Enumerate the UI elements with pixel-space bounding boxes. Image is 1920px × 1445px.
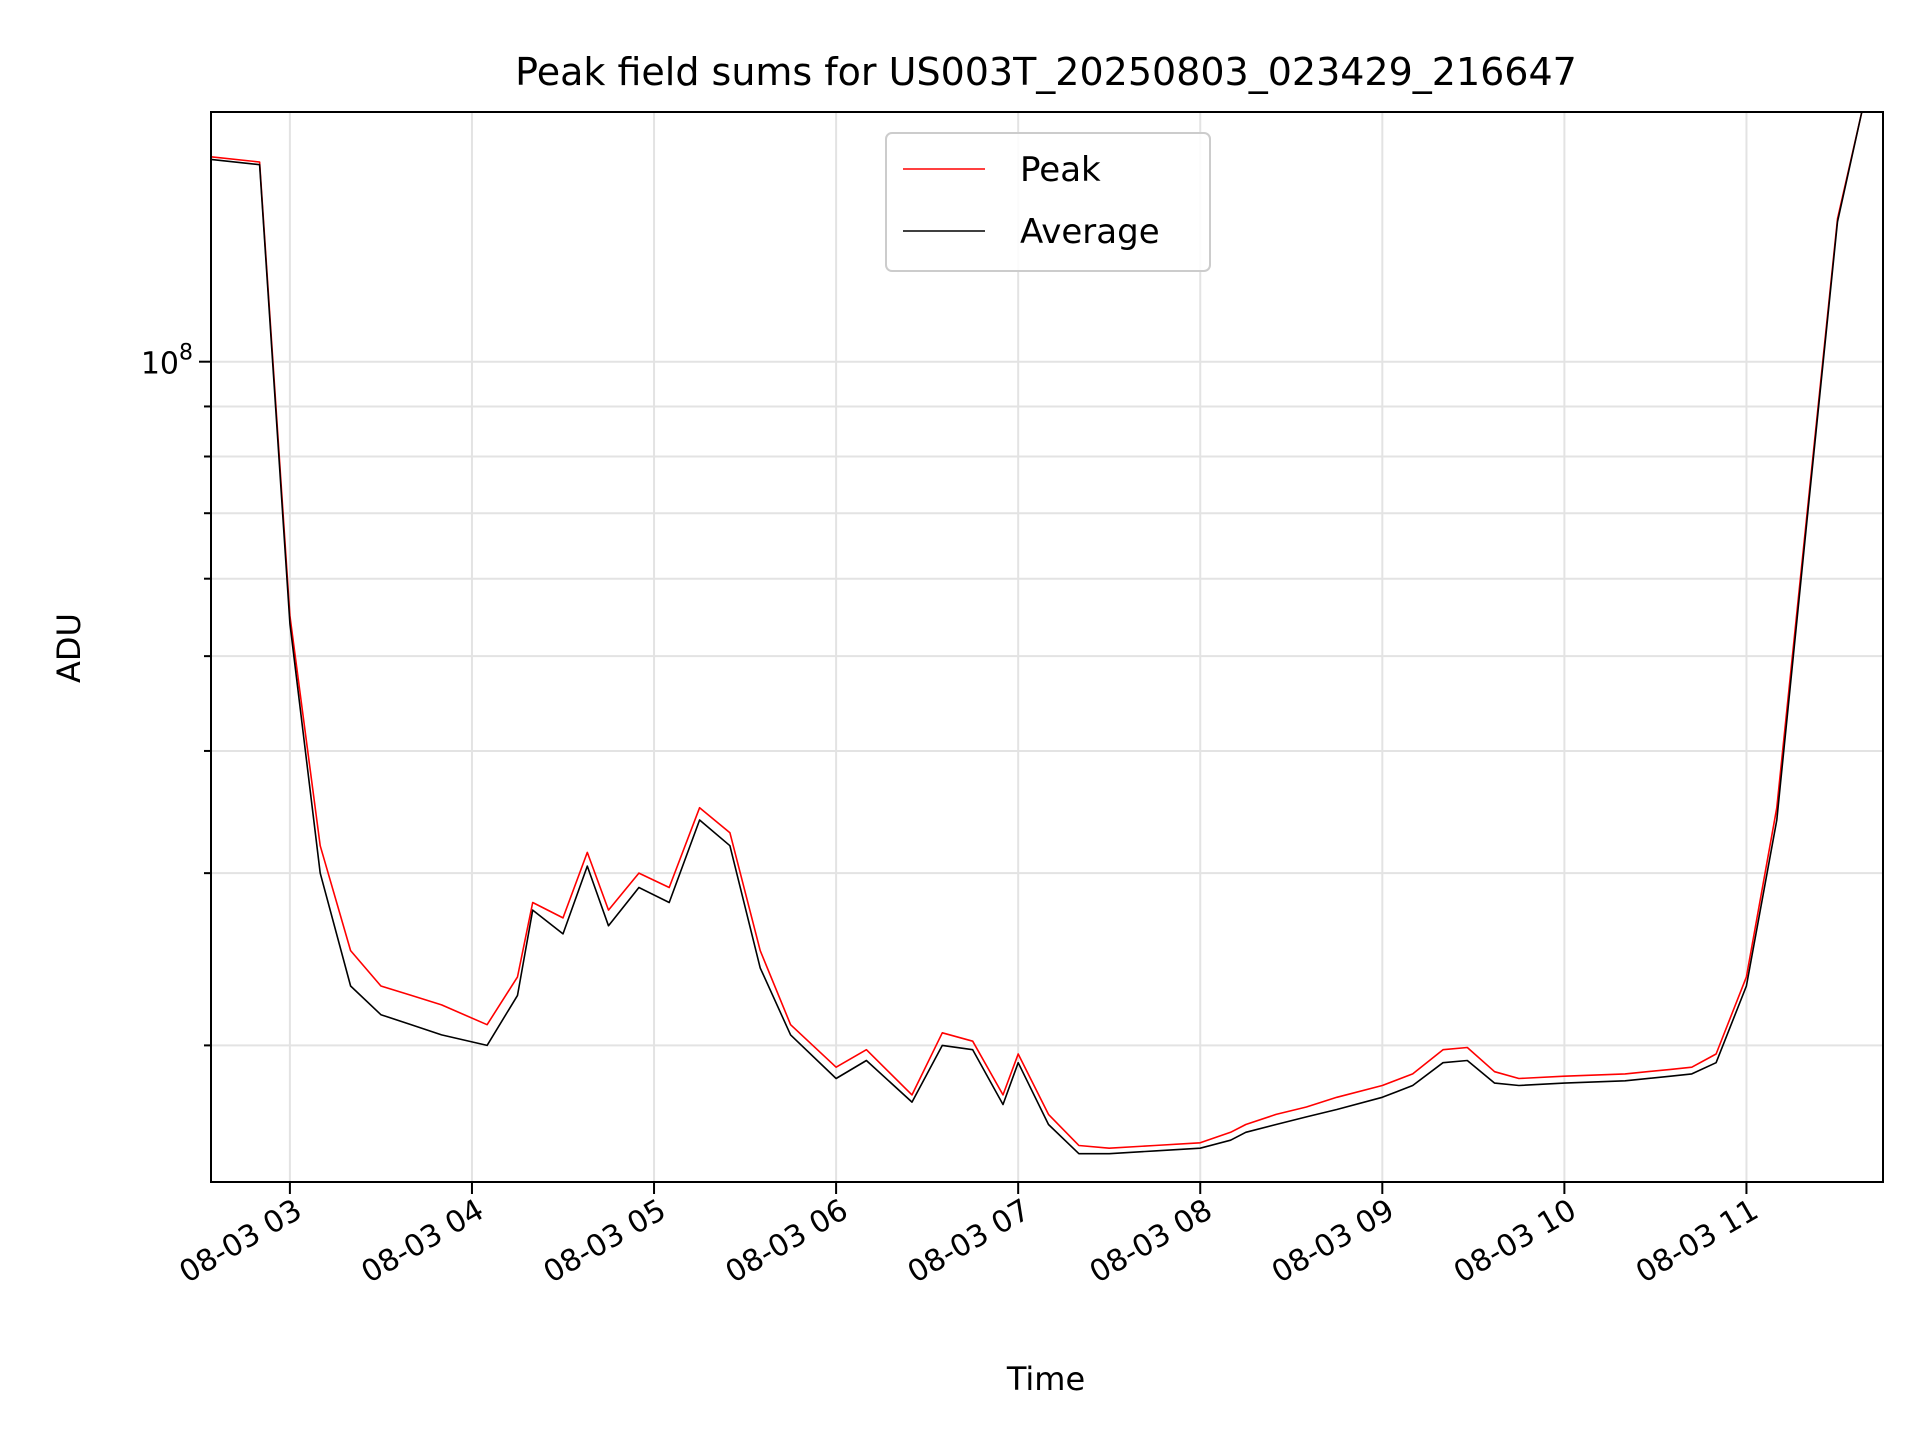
axes-frame [210, 111, 1884, 1183]
y-tick-label: 108 [141, 341, 193, 382]
legend-label-peak: Peak [1020, 150, 1101, 190]
chart-title: Peak field sums for US003T_20250803_0234… [515, 50, 1577, 94]
series-line-peak [210, 111, 1863, 1149]
legend-box [885, 132, 1211, 272]
legend-label-average: Average [1020, 212, 1160, 252]
y-axis-label: ADU [50, 613, 88, 683]
series-line-average [210, 111, 1863, 1155]
x-axis-label: Time [1006, 1360, 1085, 1398]
legend: Peak Average [885, 132, 1211, 272]
